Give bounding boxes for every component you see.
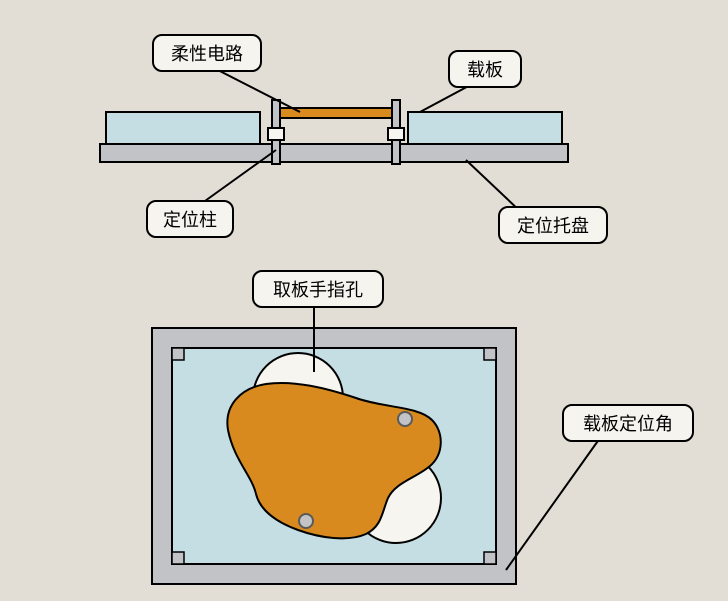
label-text: 载板	[467, 60, 503, 80]
label-finger-hole: 取板手指孔	[252, 270, 384, 308]
label-text: 柔性电路	[171, 44, 243, 64]
label-pin: 定位柱	[146, 200, 234, 238]
label-locating-corner: 载板定位角	[562, 404, 694, 442]
label-text: 定位柱	[163, 210, 217, 230]
label-text: 载板定位角	[583, 414, 673, 434]
label-tray: 定位托盘	[498, 206, 608, 244]
label-flex-circuit: 柔性电路	[152, 34, 262, 72]
label-text: 定位托盘	[517, 216, 589, 236]
label-carrier: 载板	[448, 50, 522, 88]
label-text: 取板手指孔	[273, 280, 363, 300]
